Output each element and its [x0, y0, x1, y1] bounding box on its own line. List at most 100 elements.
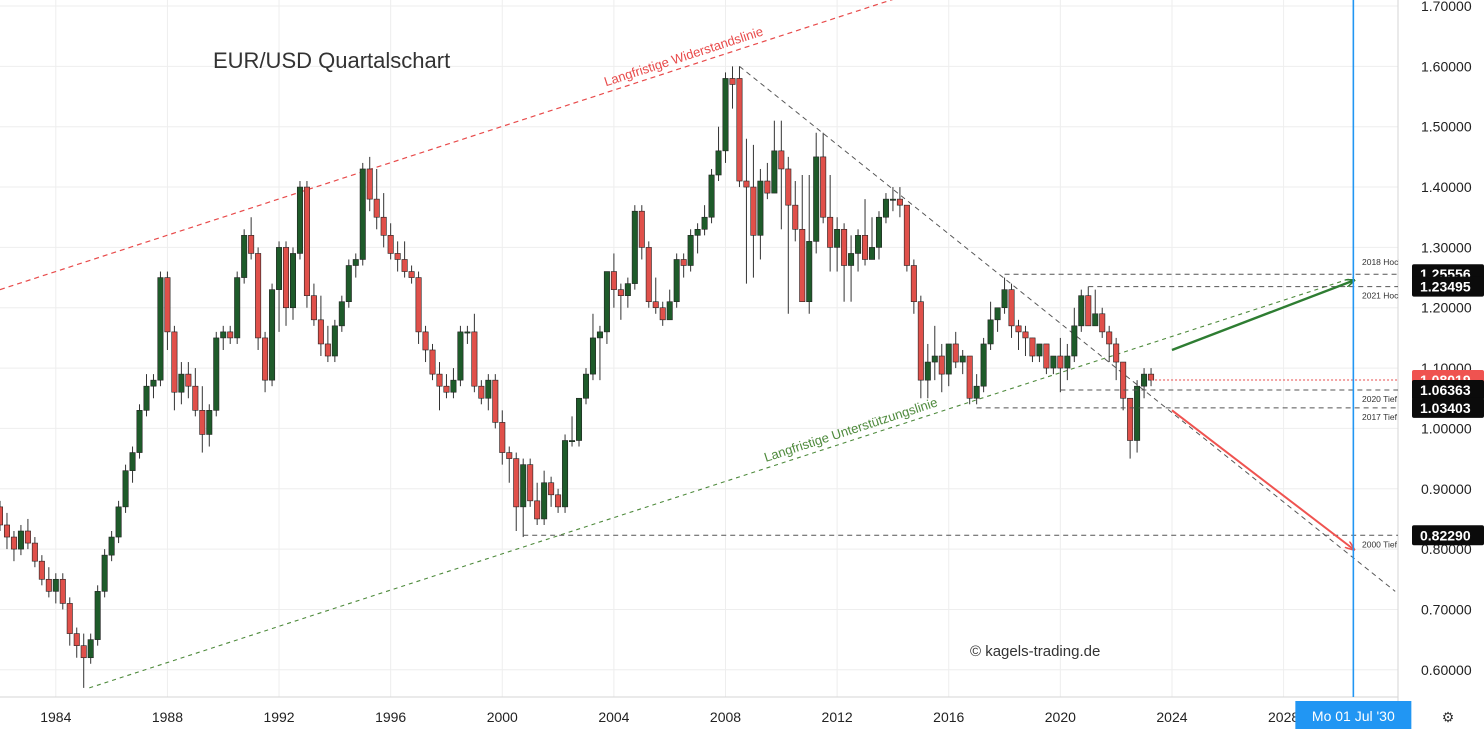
candle-body-down	[492, 379, 499, 423]
candle-body-down	[31, 542, 38, 562]
candle-body-down	[938, 355, 945, 375]
candle-body-up	[959, 355, 966, 363]
candle	[1085, 286, 1092, 327]
candle	[736, 66, 743, 188]
candle-body-up	[869, 247, 876, 260]
settings-icon[interactable]: ⚙	[1442, 709, 1455, 725]
candle	[903, 204, 910, 272]
candle-body-up	[359, 168, 366, 260]
candle	[3, 512, 10, 550]
candle-body-down	[443, 385, 450, 393]
candle-body-down	[310, 295, 317, 321]
candle-body-down	[394, 253, 401, 260]
candle-body-up	[541, 482, 548, 520]
candle-body-up	[987, 319, 994, 345]
candle-body-down	[778, 150, 785, 170]
candle	[499, 410, 506, 465]
candle-body-up	[352, 259, 359, 266]
candle-body-down	[324, 343, 331, 357]
candle-body-up	[129, 452, 136, 471]
candle-body-down	[248, 235, 255, 254]
candle-body-up	[994, 307, 1001, 321]
candle	[652, 277, 659, 314]
candle-body-down	[24, 530, 31, 544]
candle	[869, 217, 876, 260]
candle	[1106, 325, 1113, 363]
candle	[680, 253, 687, 278]
candle-body-up	[178, 373, 185, 393]
candle	[959, 349, 966, 375]
price-level-badge	[1412, 276, 1484, 297]
candle	[213, 331, 220, 417]
level-note: 2018 Hoch	[1362, 257, 1403, 267]
chart-title: EUR/USD Quartalschart	[213, 48, 450, 73]
candle-body-up	[757, 180, 764, 236]
candle-body-down	[1015, 325, 1022, 333]
level-note: 2020 Tief	[1362, 394, 1398, 404]
candle	[645, 241, 652, 308]
candle-body-down	[192, 385, 199, 411]
candle-body-down	[659, 307, 666, 321]
overlay	[1171, 0, 1353, 697]
candle-body-up	[101, 554, 108, 592]
candle	[338, 295, 345, 332]
candle-body-up	[220, 331, 227, 339]
candle-body-down	[262, 337, 269, 381]
candle-body-up	[94, 591, 101, 640]
candle	[562, 434, 569, 513]
time-axis[interactable]: 1984 1988 1992 1996 2000 2004 2008 2012 2016 2020…	[40, 701, 1454, 729]
candle-body-up	[157, 277, 164, 381]
candle	[931, 325, 938, 381]
candle	[534, 482, 541, 525]
candle-body-up	[576, 397, 583, 441]
candle-body-down	[255, 253, 262, 339]
candle	[1071, 307, 1078, 363]
candle	[1036, 343, 1043, 363]
candle-body-up	[875, 216, 882, 248]
candle	[757, 168, 764, 260]
candle-body-down	[1029, 337, 1036, 357]
candle	[910, 259, 917, 314]
candle-body-up	[345, 265, 352, 303]
price-level-badge-label: 0.82290	[1420, 527, 1471, 543]
candle-body-down	[910, 265, 917, 303]
candle	[17, 524, 24, 556]
candle-body-up	[234, 277, 241, 339]
candle-body-down	[1127, 397, 1134, 441]
candle-body-up	[673, 259, 680, 303]
cursor-date-badge	[1295, 701, 1412, 729]
candle	[296, 181, 303, 260]
candle	[317, 295, 324, 357]
candle	[589, 313, 596, 381]
candle-body-down	[387, 235, 394, 254]
price-axis[interactable]: 1.70000 1.60000 1.50000 1.40000 1.30000 1.200…	[1399, 0, 1484, 729]
bearish-arrow	[1171, 409, 1353, 549]
candle-body-down	[1113, 343, 1120, 363]
candle	[136, 404, 143, 459]
candle-body-up	[136, 410, 143, 453]
support-line-label: Langfristige Unterstützungslinie	[762, 395, 939, 465]
time-tick-label: 2004	[598, 709, 629, 725]
price-tick-label: 1.40000	[1421, 179, 1472, 195]
candle	[694, 223, 701, 254]
candle	[673, 253, 680, 308]
candle	[157, 271, 164, 387]
candle-body-down	[548, 482, 555, 496]
watermark: © kagels-trading.de	[970, 643, 1100, 660]
candle	[310, 283, 317, 326]
candle	[778, 120, 785, 230]
candle-body-up	[1071, 325, 1078, 357]
candle-body-up	[150, 379, 157, 387]
candle-body-up	[338, 301, 345, 327]
bullish-arrow	[1171, 281, 1353, 352]
price-tick-label: 0.70000	[1421, 601, 1472, 617]
level-note: 2017 Tief	[1362, 412, 1398, 422]
candle-body-down	[1085, 295, 1092, 327]
candle	[917, 295, 924, 399]
price-tick-label: 0.90000	[1421, 481, 1472, 497]
candle	[408, 265, 415, 284]
candle-body-down	[1057, 355, 1064, 369]
candle	[485, 374, 492, 411]
candle-body-up	[631, 210, 638, 284]
candle	[429, 343, 436, 381]
